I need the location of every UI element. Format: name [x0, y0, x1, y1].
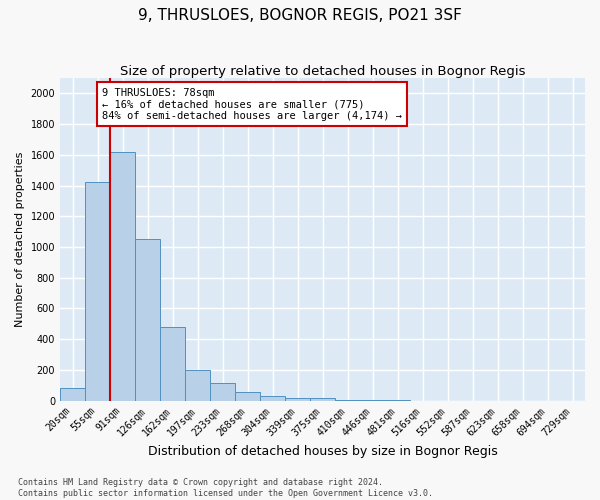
Y-axis label: Number of detached properties: Number of detached properties [15, 152, 25, 327]
Bar [235, 392, 260, 400]
Bar [260, 396, 285, 400]
Bar [185, 370, 210, 400]
Text: 9 THRUSLOES: 78sqm
← 16% of detached houses are smaller (775)
84% of semi-detach: 9 THRUSLOES: 78sqm ← 16% of detached hou… [102, 88, 402, 121]
Bar [285, 398, 310, 400]
Title: Size of property relative to detached houses in Bognor Regis: Size of property relative to detached ho… [120, 65, 525, 78]
Text: 9, THRUSLOES, BOGNOR REGIS, PO21 3SF: 9, THRUSLOES, BOGNOR REGIS, PO21 3SF [138, 8, 462, 22]
Bar [110, 152, 135, 400]
Bar [135, 240, 160, 400]
Bar [310, 398, 335, 400]
Text: Contains HM Land Registry data © Crown copyright and database right 2024.
Contai: Contains HM Land Registry data © Crown c… [18, 478, 433, 498]
X-axis label: Distribution of detached houses by size in Bognor Regis: Distribution of detached houses by size … [148, 444, 497, 458]
Bar [160, 327, 185, 400]
Bar [85, 182, 110, 400]
Bar [210, 383, 235, 400]
Bar [60, 388, 85, 400]
